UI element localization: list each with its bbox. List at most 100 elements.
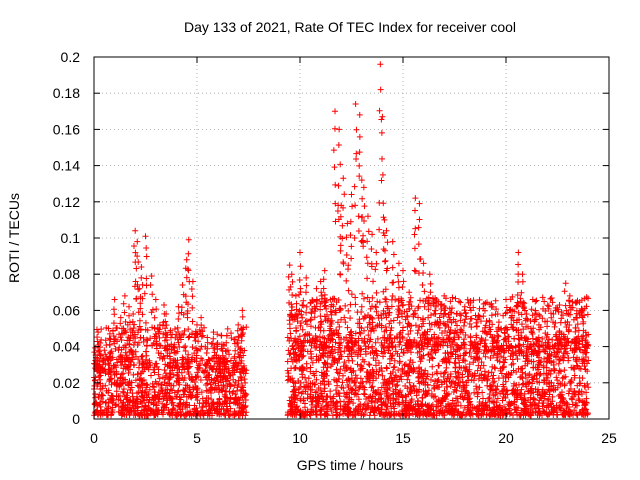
data-point <box>425 351 432 358</box>
data-point <box>580 318 587 325</box>
data-point <box>411 388 418 395</box>
data-point <box>456 359 463 366</box>
data-point <box>359 195 366 202</box>
data-point <box>493 338 500 345</box>
data-point <box>121 327 128 334</box>
data-point <box>540 346 547 353</box>
data-point <box>377 409 384 416</box>
y-tick-label: 0.12 <box>53 194 80 210</box>
data-point <box>562 280 569 287</box>
data-point <box>449 294 456 301</box>
data-point <box>214 331 221 338</box>
data-point <box>153 306 160 313</box>
data-point <box>235 409 242 416</box>
data-point <box>378 406 385 413</box>
data-point <box>98 326 105 333</box>
data-point <box>112 345 119 352</box>
data-point <box>465 368 472 375</box>
data-point <box>440 313 447 320</box>
data-point <box>171 364 178 371</box>
data-point <box>364 369 371 376</box>
data-point <box>493 399 500 406</box>
data-point <box>356 329 363 336</box>
data-point <box>126 366 133 373</box>
data-point <box>533 297 540 304</box>
data-point <box>432 310 439 317</box>
data-point <box>293 403 300 410</box>
data-point <box>473 383 480 390</box>
data-point <box>566 321 573 328</box>
data-point <box>119 406 126 413</box>
data-point <box>141 389 148 396</box>
data-point <box>205 410 212 417</box>
data-point <box>482 329 489 336</box>
data-point <box>482 322 489 329</box>
data-point <box>168 334 175 341</box>
data-point <box>442 350 449 357</box>
data-point <box>469 411 476 418</box>
data-point <box>364 260 371 267</box>
data-point <box>535 334 542 341</box>
data-point <box>534 411 541 418</box>
data-point <box>197 377 204 384</box>
data-point <box>415 305 422 312</box>
data-point <box>337 306 344 313</box>
data-point <box>445 373 452 380</box>
data-point <box>446 329 453 336</box>
data-point <box>373 249 380 256</box>
data-point <box>180 363 187 370</box>
data-point <box>158 350 165 357</box>
data-point <box>536 359 543 366</box>
data-point <box>183 256 190 263</box>
data-point <box>332 387 339 394</box>
data-point <box>386 331 393 338</box>
data-point <box>362 345 369 352</box>
data-point <box>119 388 126 395</box>
data-point <box>155 328 162 335</box>
data-point <box>430 394 437 401</box>
data-point <box>415 314 422 321</box>
data-point <box>379 372 386 379</box>
data-point <box>331 125 338 132</box>
data-point <box>464 296 471 303</box>
data-point <box>380 411 387 418</box>
data-point <box>234 387 241 394</box>
data-point <box>330 393 337 400</box>
data-point <box>384 386 391 393</box>
data-point <box>298 348 305 355</box>
data-point <box>554 349 561 356</box>
data-point <box>383 327 390 334</box>
data-point <box>456 383 463 390</box>
data-point <box>185 326 192 333</box>
data-point <box>130 397 137 404</box>
data-point <box>544 331 551 338</box>
data-point <box>493 328 500 335</box>
data-point <box>481 307 488 314</box>
data-point <box>484 330 491 337</box>
data-point <box>481 342 488 349</box>
data-point <box>389 264 396 271</box>
data-point <box>312 305 319 312</box>
data-point <box>311 314 318 321</box>
data-point <box>458 312 465 319</box>
data-point <box>563 399 570 406</box>
data-point <box>429 355 436 362</box>
data-point <box>168 341 175 348</box>
data-point <box>442 327 449 334</box>
data-point <box>335 390 342 397</box>
data-point <box>482 300 489 307</box>
data-point <box>353 391 360 398</box>
data-point <box>380 214 387 221</box>
data-point <box>531 373 538 380</box>
data-point <box>224 375 231 382</box>
data-point <box>503 387 510 394</box>
data-point <box>473 334 480 341</box>
data-point <box>565 339 572 346</box>
data-point <box>369 315 376 322</box>
data-point <box>547 295 554 302</box>
data-point <box>94 355 101 362</box>
data-point <box>354 309 361 316</box>
data-point <box>321 371 328 378</box>
data-point <box>232 347 239 354</box>
data-point <box>515 300 522 307</box>
